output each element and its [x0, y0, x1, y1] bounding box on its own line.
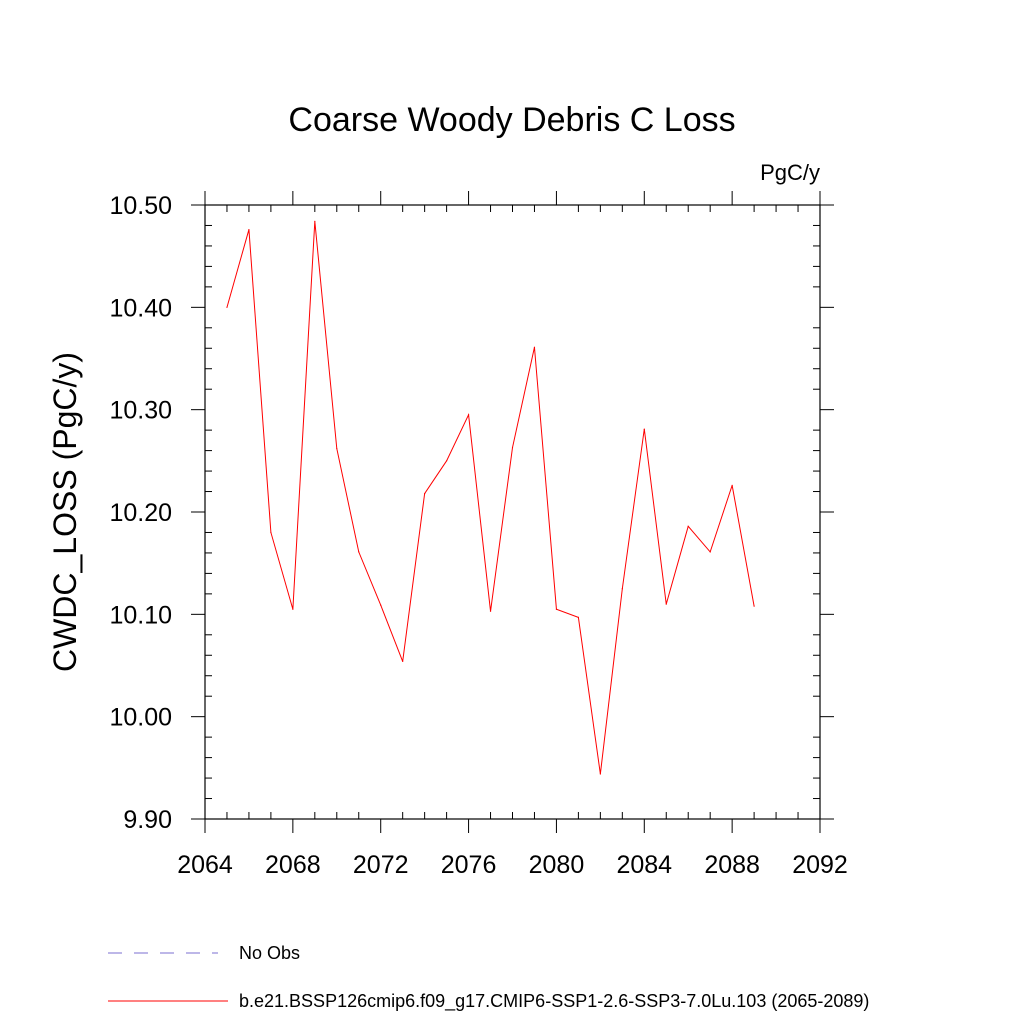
x-tick-label: 2068	[265, 851, 321, 879]
series-line	[226, 221, 755, 775]
data-point	[511, 446, 514, 449]
y-tick-label: 10.40	[109, 294, 172, 322]
x-tick-label: 2088	[704, 851, 760, 879]
data-point	[467, 414, 470, 416]
data-point	[599, 773, 601, 775]
chart-title: Coarse Woody Debris C Loss	[288, 101, 735, 139]
x-tick-label: 2076	[441, 851, 497, 879]
data-point	[709, 551, 711, 553]
data-point	[292, 608, 294, 610]
data-point	[753, 605, 755, 607]
data-point	[446, 460, 448, 462]
data-point	[621, 588, 623, 590]
x-tick-label: 2080	[529, 851, 585, 879]
axis-ticks	[191, 191, 834, 833]
data-point	[248, 228, 250, 231]
data-point	[643, 428, 645, 430]
data-point	[402, 660, 404, 663]
data-point	[270, 531, 272, 534]
y-tick-label: 10.50	[109, 192, 172, 220]
legend-label-no-obs: No Obs	[239, 943, 300, 963]
y-tick-label: 10.30	[109, 397, 172, 425]
x-tick-label: 2072	[353, 851, 409, 879]
plot-frame	[204, 204, 821, 820]
y-tick-label: 10.00	[109, 704, 172, 732]
legend-label-model-run: b.e21.BSSP126cmip6.f09_g17.CMIP6-SSP1-2.…	[239, 991, 869, 1012]
data-point	[226, 306, 228, 308]
data-point	[358, 551, 360, 553]
legend: No Obs b.e21.BSSP126cmip6.f09_g17.CMIP6-…	[108, 943, 869, 1012]
y-tick-label: 10.20	[109, 499, 172, 527]
axis-tick-labels: 2064 2068 2072 2076 2080 2084 2088 2092 9.90 10.0…	[109, 192, 847, 879]
data-point	[336, 447, 338, 450]
data-point	[424, 492, 426, 495]
data-point	[687, 525, 689, 527]
data-point	[731, 484, 733, 486]
x-tick-label: 2092	[792, 851, 848, 879]
y-tick-label: 9.90	[123, 806, 172, 834]
data-point	[380, 604, 382, 606]
x-tick-label: 2084	[616, 851, 672, 879]
units-label: PgC/y	[760, 160, 820, 185]
data-point	[577, 616, 579, 619]
y-tick-label: 10.10	[109, 601, 172, 629]
x-tick-label: 2064	[177, 851, 233, 879]
data-point	[533, 346, 536, 348]
data-series	[226, 220, 755, 775]
data-point	[665, 603, 667, 605]
y-axis-label: CWDC_LOSS (PgC/y)	[47, 352, 83, 672]
data-point	[489, 610, 492, 612]
data-point	[314, 220, 316, 222]
data-point	[555, 608, 558, 610]
